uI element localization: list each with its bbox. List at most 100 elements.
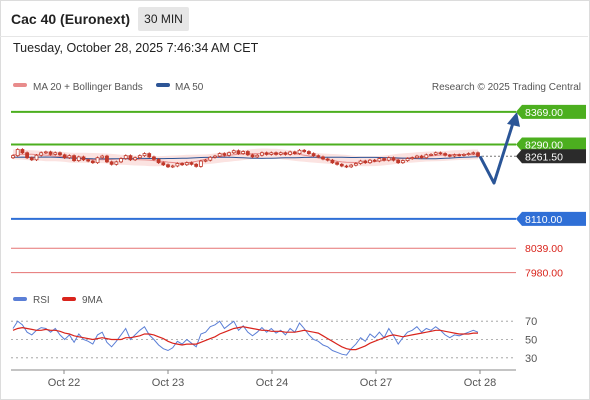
candle-body [410, 157, 415, 160]
candle-body [325, 158, 330, 161]
candle [245, 150, 250, 157]
candle-body [260, 152, 264, 156]
ma50-legend-swatch [156, 83, 170, 87]
candle [349, 163, 354, 169]
candle [170, 164, 175, 169]
candle-body [400, 160, 405, 164]
candle-body [476, 152, 480, 157]
candle-body [433, 152, 438, 155]
candle-body [180, 163, 184, 166]
candle-body [311, 153, 316, 157]
candle-body [363, 160, 368, 164]
x-tick-label-0: Oct 22 [48, 377, 80, 389]
candle-body [100, 155, 105, 159]
candle-body [335, 162, 339, 165]
candle [175, 162, 180, 168]
candle [452, 153, 457, 158]
candle [152, 155, 156, 161]
candle [81, 155, 86, 162]
candle-body [114, 161, 119, 165]
candle [62, 153, 67, 159]
candle-body [321, 156, 325, 160]
candle [368, 158, 372, 164]
candle-body [274, 152, 278, 155]
candle-body [39, 152, 44, 156]
candle-body [72, 155, 76, 162]
candle [405, 157, 410, 162]
timeframe-button[interactable]: 30 MIN [138, 7, 189, 31]
timestamp: Tuesday, October 28, 2025 7:46:34 AM CET [13, 41, 259, 55]
candle-body [391, 157, 396, 161]
candle-body [53, 152, 58, 155]
candle-body [95, 157, 100, 164]
candle [53, 151, 58, 156]
price-levels [11, 110, 516, 274]
candle-body [213, 155, 217, 158]
candle-body [358, 160, 363, 164]
candle [48, 150, 53, 156]
rsi-panel: 70 50 30 [11, 316, 537, 365]
candle [410, 156, 415, 160]
candle-body [11, 155, 15, 159]
candle-body [236, 150, 241, 154]
candle-body [15, 149, 20, 157]
candle [142, 152, 147, 157]
candle-body [429, 154, 433, 156]
candle-body [105, 155, 109, 163]
candle [137, 154, 142, 159]
rsi-tick-70: 70 [525, 316, 537, 328]
candle-body [292, 151, 297, 154]
candle [471, 151, 476, 155]
candle-body [419, 155, 424, 159]
candle-body [43, 151, 48, 154]
candle-body [438, 152, 443, 155]
projection-arrowhead [507, 111, 520, 127]
candle [264, 151, 269, 156]
rsi-legend-swatch [13, 297, 27, 301]
candle-body [198, 160, 203, 167]
candle [43, 150, 48, 155]
candle-body [86, 159, 91, 162]
candle-body [396, 159, 401, 164]
candles [11, 148, 480, 169]
candle [203, 158, 208, 163]
candle-body [231, 150, 236, 154]
ma20-line [12, 152, 479, 164]
candle [227, 151, 231, 157]
x-axis: Oct 22 Oct 23 Oct 24 Oct 27 Oct 28 [48, 370, 496, 389]
candle [255, 154, 260, 159]
candle-body [203, 159, 208, 162]
candle [34, 154, 39, 162]
candle-body [123, 155, 128, 159]
candle-body [133, 157, 138, 161]
candle-body [62, 154, 67, 159]
candle-body [316, 155, 321, 158]
candle [330, 158, 335, 164]
candle [382, 157, 386, 162]
level-tag-0: 8369.00 [525, 107, 563, 119]
level-tag-bg-2 [516, 211, 586, 226]
candle-body [288, 151, 293, 155]
candle-body [119, 158, 123, 163]
candle [123, 154, 128, 160]
candle-body [353, 163, 358, 166]
candle-body [217, 153, 222, 157]
chart-header: Cac 40 (Euronext) 30 MIN [0, 0, 588, 37]
ma50-line [12, 156, 479, 160]
x-tick-label-2: Oct 24 [256, 377, 288, 389]
candle-body [161, 162, 166, 166]
candle-body [152, 156, 156, 160]
candle [114, 160, 119, 166]
candle [100, 154, 105, 159]
candle-body [48, 151, 53, 155]
candle [302, 149, 307, 153]
candle-body [471, 152, 476, 155]
ma9-legend-label: 9MA [82, 295, 103, 306]
candle [400, 159, 405, 164]
candle [86, 158, 91, 163]
candle-body [297, 149, 302, 154]
candle [213, 154, 217, 159]
candle-body [137, 155, 142, 159]
ma9-line [12, 326, 478, 351]
